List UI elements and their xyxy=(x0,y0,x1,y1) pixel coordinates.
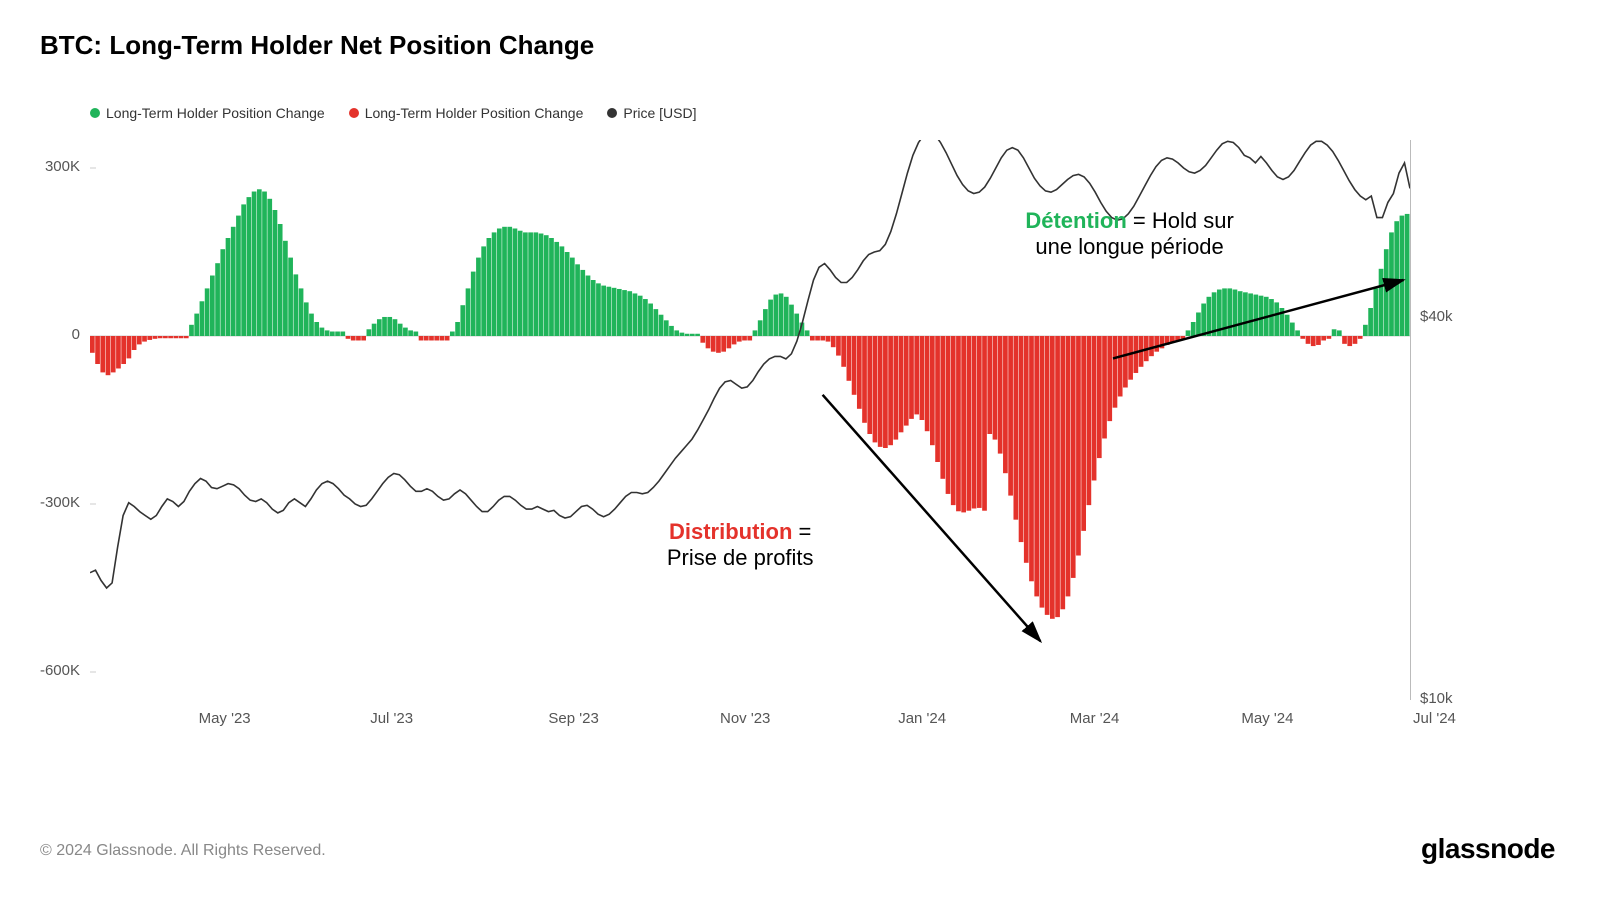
x-tick-label: May '24 xyxy=(1241,710,1293,727)
distribution-annotation-text2: Prise de profits xyxy=(667,545,814,570)
distribution-annotation: Distribution =Prise de profits xyxy=(610,519,870,571)
y-left-tick-label: 0 xyxy=(72,326,80,343)
distribution-annotation-text1: = xyxy=(792,519,811,544)
copyright-text: © 2024 Glassnode. All Rights Reserved. xyxy=(40,842,326,860)
x-tick-label: May '23 xyxy=(199,710,251,727)
x-tick-label: Nov '23 xyxy=(720,710,770,727)
legend-label: Price [USD] xyxy=(623,105,696,121)
legend-dot xyxy=(90,108,100,118)
legend-dot xyxy=(607,108,617,118)
chart-title: BTC: Long-Term Holder Net Position Chang… xyxy=(40,30,594,61)
y-right-tick-label: $10k xyxy=(1420,690,1453,707)
x-tick-label: Mar '24 xyxy=(1070,710,1120,727)
detention-annotation-strong: Détention xyxy=(1025,208,1126,233)
x-tick-label: Sep '23 xyxy=(548,710,598,727)
detention-annotation: Détention = Hold surune longue période xyxy=(1000,208,1260,260)
y-left-tick-label: -600K xyxy=(40,662,80,679)
brand-logo: glassnode xyxy=(1421,833,1555,865)
legend-item: Price [USD] xyxy=(607,105,696,121)
legend-label: Long-Term Holder Position Change xyxy=(106,105,325,121)
x-tick-label: Jan '24 xyxy=(898,710,946,727)
legend: Long-Term Holder Position Change Long-Ter… xyxy=(90,105,721,121)
x-tick-label: Jul '24 xyxy=(1413,710,1456,727)
y-left-tick-label: -300K xyxy=(40,494,80,511)
legend-dot xyxy=(349,108,359,118)
legend-item: Long-Term Holder Position Change xyxy=(349,105,584,121)
legend-item: Long-Term Holder Position Change xyxy=(90,105,325,121)
detention-annotation-text2: une longue période xyxy=(1035,234,1223,259)
legend-label: Long-Term Holder Position Change xyxy=(365,105,584,121)
y-right-tick-label: $40k xyxy=(1420,308,1453,325)
x-tick-label: Jul '23 xyxy=(370,710,413,727)
right-axis-line xyxy=(1410,140,1411,700)
detention-annotation-text1: = Hold sur xyxy=(1127,208,1234,233)
y-left-tick-label: 300K xyxy=(45,158,80,175)
chart-container: BTC: Long-Term Holder Net Position Chang… xyxy=(0,0,1600,900)
distribution-annotation-strong: Distribution xyxy=(669,519,792,544)
